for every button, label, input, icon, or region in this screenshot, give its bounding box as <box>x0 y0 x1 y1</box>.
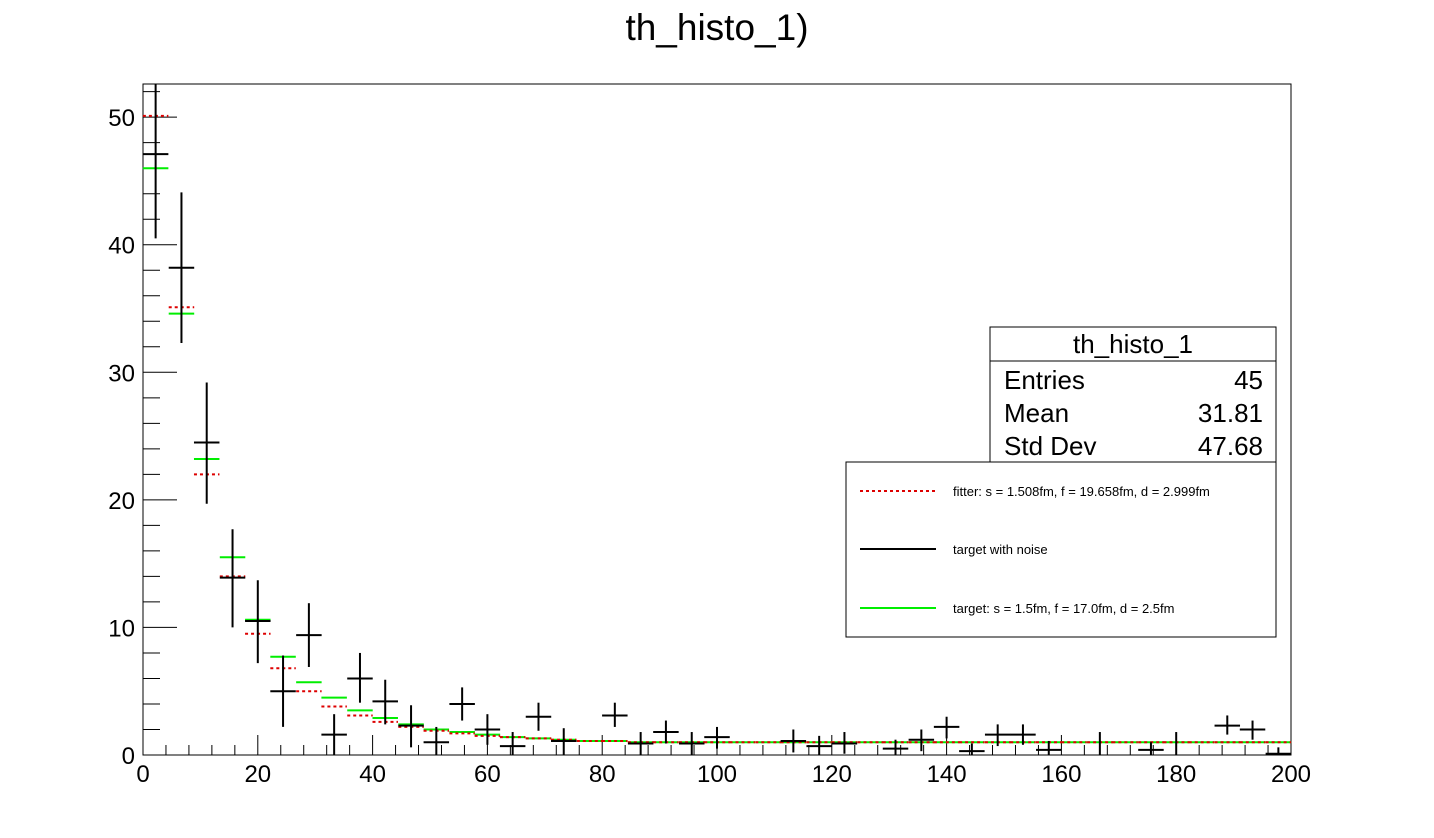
y-tick-label: 30 <box>108 360 135 387</box>
x-tick-label: 180 <box>1156 761 1196 788</box>
y-tick-label: 0 <box>122 743 135 770</box>
stats-box: th_histo_1 Entries 45 Mean 31.81 Std Dev… <box>989 326 1277 468</box>
x-tick-label: 0 <box>136 761 149 788</box>
legend-label-target: target: s = 1.5fm, f = 17.0fm, d = 2.5fm <box>953 601 1174 616</box>
y-tick-label: 40 <box>108 233 135 260</box>
x-tick-label: 60 <box>474 761 501 788</box>
legend-label-fitter: fitter: s = 1.508fm, f = 19.658fm, d = 2… <box>953 484 1210 499</box>
legend-label-target-noise: target with noise <box>953 542 1048 557</box>
x-tick-label: 200 <box>1271 761 1311 788</box>
stats-value-stddev: 47.68 <box>1198 431 1263 461</box>
y-axis: 0 10 20 30 40 50 <box>108 91 177 770</box>
x-tick-label: 40 <box>359 761 386 788</box>
target-with-noise-series <box>142 84 1292 755</box>
x-tick-label: 80 <box>589 761 616 788</box>
y-tick-label: 10 <box>108 615 135 642</box>
x-tick-label: 20 <box>244 761 271 788</box>
chart-title: th_histo_1) <box>625 7 808 48</box>
y-tick-label: 50 <box>108 105 135 132</box>
stats-label-mean: Mean <box>1004 398 1069 428</box>
stats-label-entries: Entries <box>1004 365 1085 395</box>
y-tick-label: 20 <box>108 488 135 515</box>
x-tick-label: 100 <box>697 761 737 788</box>
x-tick-label: 140 <box>927 761 967 788</box>
x-tick-label: 120 <box>812 761 852 788</box>
x-tick-label: 160 <box>1041 761 1081 788</box>
x-axis: 0 20 40 60 80 100 120 140 160 180 200 <box>136 735 1311 788</box>
stats-value-mean: 31.81 <box>1198 398 1263 428</box>
stats-title: th_histo_1 <box>1073 329 1193 359</box>
legend: fitter: s = 1.508fm, f = 19.658fm, d = 2… <box>845 461 1277 638</box>
stats-label-stddev: Std Dev <box>1004 431 1097 461</box>
stats-value-entries: 45 <box>1234 365 1263 395</box>
